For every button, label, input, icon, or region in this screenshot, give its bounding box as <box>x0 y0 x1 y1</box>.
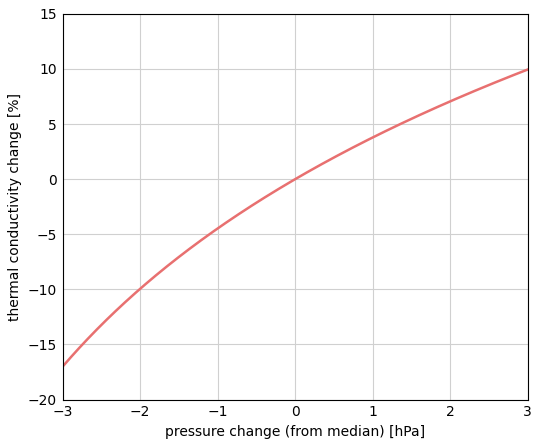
Y-axis label: thermal conductivity change [%]: thermal conductivity change [%] <box>8 93 22 320</box>
X-axis label: pressure change (from median) [hPa]: pressure change (from median) [hPa] <box>165 425 425 439</box>
